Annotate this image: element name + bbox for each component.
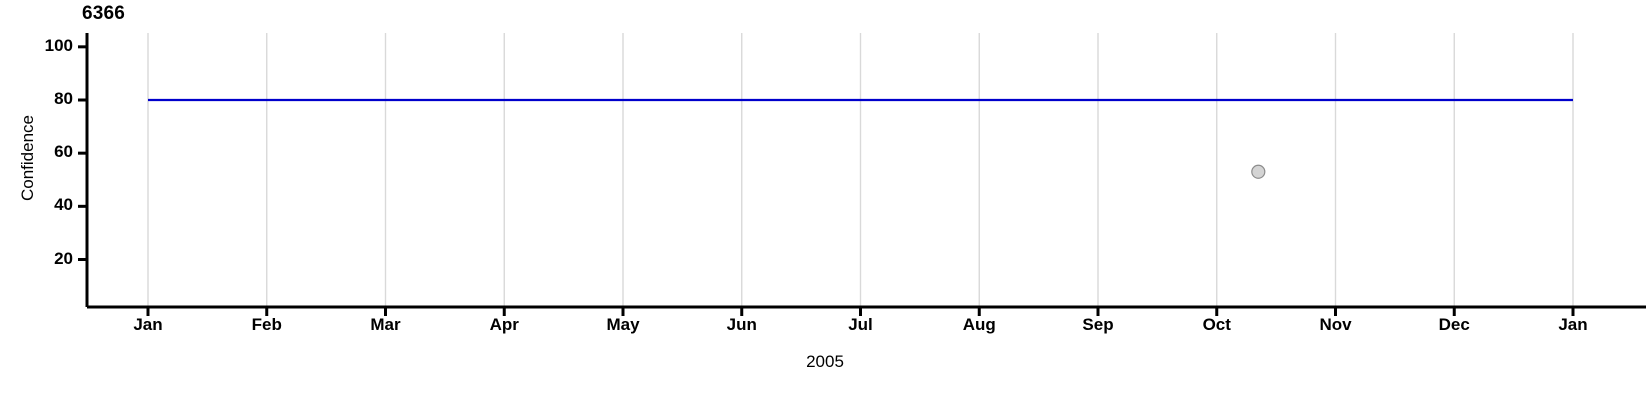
x-tick-label: Jan [1558, 315, 1588, 334]
x-tick-label: Mar [370, 315, 401, 334]
x-tick-label: Aug [962, 315, 996, 334]
y-tick-label: 20 [54, 248, 73, 268]
axes-layer [78, 33, 1646, 316]
x-tick-label: Jun [726, 315, 757, 334]
series-layer [148, 98, 1573, 179]
y-tick-label: 80 [54, 89, 73, 108]
x-axis-label: 2005 [806, 352, 844, 371]
x-tick-label: Apr [489, 315, 519, 334]
x-tick-label: Jan [133, 315, 163, 334]
x-tick-label: Dec [1438, 315, 1470, 334]
x-tick-label: Oct [1202, 315, 1231, 334]
y-tick-label: 60 [54, 142, 73, 162]
y-tick-label: 40 [54, 195, 73, 215]
y-tick-label: 100 [44, 35, 73, 55]
x-tick-label: Feb [251, 315, 282, 334]
x-tick-label: May [606, 315, 640, 334]
x-tick-label: Jul [848, 315, 873, 334]
chart-title: 6366 [82, 3, 126, 24]
gridlines [147, 33, 1574, 306]
data-point[interactable] [1251, 164, 1266, 179]
x-tick-label: Nov [1319, 315, 1352, 334]
x-tick-label: Sep [1082, 315, 1114, 334]
